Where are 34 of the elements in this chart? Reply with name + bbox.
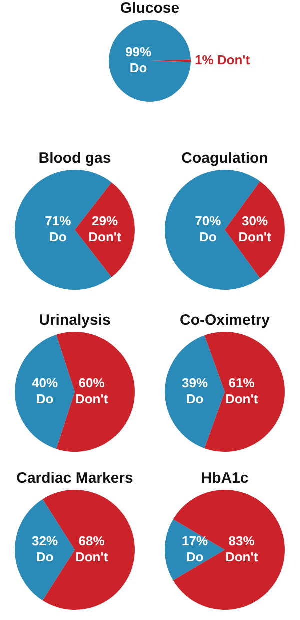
slice-label: Don't	[225, 550, 259, 565]
data-label: 40%	[32, 376, 58, 391]
data-label: 68%	[78, 534, 106, 549]
data-label: 71%	[45, 214, 72, 229]
data-label: 61%	[228, 376, 256, 391]
slice-label: Do	[186, 550, 204, 565]
slice-label: Don't	[225, 392, 259, 407]
chart-title: Glucose	[119, 0, 181, 18]
data-label: 29%	[92, 214, 118, 229]
slice-label: Don't	[75, 550, 109, 565]
chart-title: Urinalysis	[38, 312, 112, 330]
chart-title: Blood gas	[38, 150, 112, 168]
chart-title: Co-Oximetry	[178, 312, 272, 330]
data-label: 17%	[182, 534, 208, 549]
slice-label: Do	[36, 550, 54, 565]
slice-label: Don't	[88, 230, 122, 245]
slice-label: Don't	[75, 392, 109, 407]
data-label: 30%	[242, 214, 268, 229]
slice-label: Do	[130, 60, 148, 76]
chart-title: HbA1c	[200, 470, 250, 488]
slice-label: Do	[50, 230, 67, 245]
data-label: 70%	[195, 214, 222, 229]
slice-label: Don't	[238, 230, 272, 245]
slice-label: Do	[36, 392, 54, 407]
data-label: 99%	[126, 44, 152, 60]
chart-title: Coagulation	[180, 150, 270, 168]
slice-label: 1% Don't	[195, 52, 251, 68]
slice-label: Do	[186, 392, 204, 407]
data-label: 83%	[228, 534, 256, 549]
chart-title: Cardiac Markers	[16, 470, 134, 488]
slice-label: Do	[200, 230, 217, 245]
data-label: 39%	[182, 376, 208, 391]
data-label: 60%	[78, 376, 106, 391]
data-label: 32%	[32, 534, 58, 549]
